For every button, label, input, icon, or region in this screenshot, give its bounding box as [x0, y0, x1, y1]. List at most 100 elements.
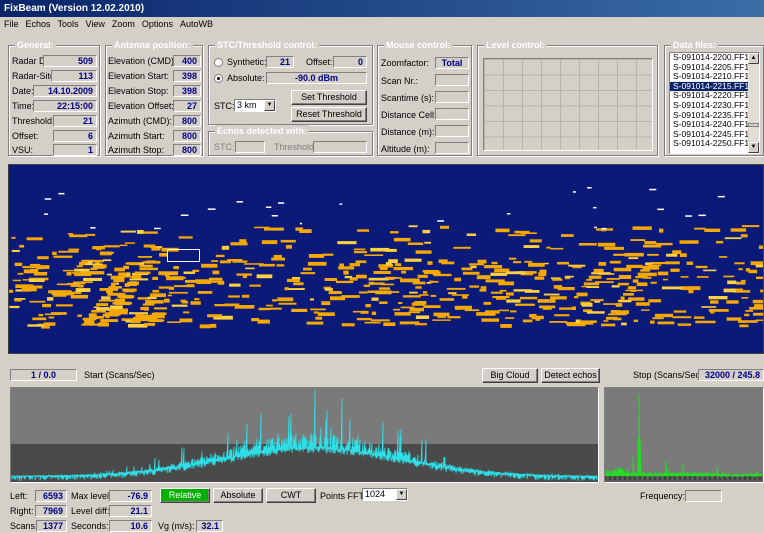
radar-echo	[107, 308, 114, 311]
offset-value: 6	[53, 130, 97, 142]
left-label: Left:	[10, 491, 28, 501]
radar-echo	[586, 286, 599, 288]
radar-echo	[633, 319, 639, 322]
radar-echo	[32, 317, 47, 321]
spectrum-axis	[605, 476, 763, 482]
signal-plot-canvas	[11, 390, 598, 482]
detect-echos-button[interactable]: Detect echos	[541, 368, 600, 383]
file-list-item-selected[interactable]: S-091014-2215.FF1	[670, 80, 750, 93]
absolute-button[interactable]: Absolute	[213, 488, 263, 503]
radar-echo	[106, 273, 112, 276]
radar-echo	[404, 258, 422, 262]
radar-echo	[608, 313, 627, 316]
file-list-item[interactable]: S-091014-2245.FF1	[673, 128, 750, 139]
radar-echo	[579, 321, 594, 325]
radar-echo	[67, 233, 74, 235]
radar-echo	[694, 227, 706, 230]
file-list-item[interactable]: S-091014-2220.FF1	[673, 90, 750, 101]
radar-echo-white	[44, 198, 52, 200]
radar-echo	[393, 237, 411, 242]
radar-echo	[121, 318, 135, 321]
signal-plot[interactable]	[10, 387, 599, 483]
radar-db-label: Radar DB:	[12, 56, 55, 66]
file-list-scrollbar[interactable]: ▲ ▼	[748, 53, 759, 153]
radar-echo	[21, 287, 37, 292]
level-grid[interactable]	[483, 58, 653, 151]
reset-threshold-button[interactable]: Reset Threshold	[291, 107, 367, 122]
file-list-item[interactable]: S-091014-2205.FF1	[673, 61, 750, 72]
scroll-thumb[interactable]	[748, 123, 759, 127]
echos-threshold-label: Threshold:	[274, 142, 317, 152]
radar-echo	[686, 261, 694, 265]
echos-stc-field[interactable]	[235, 141, 265, 153]
cwt-button[interactable]: CWT	[266, 488, 316, 503]
radar-site-value: 113	[51, 70, 97, 82]
stc-select[interactable]: 3 km ▼	[234, 99, 276, 112]
radar-echo	[617, 282, 629, 286]
menu-file[interactable]: File	[4, 19, 19, 29]
radar-echo	[661, 286, 682, 290]
radar-echo	[123, 290, 135, 293]
radar-echo	[124, 285, 130, 287]
menu-options[interactable]: Options	[141, 19, 173, 29]
radar-echo	[483, 301, 492, 305]
points-fft-select[interactable]: 1024 ▼	[362, 488, 408, 501]
file-list-item[interactable]: S-091014-2250.FF1	[673, 138, 750, 149]
echos-threshold-field[interactable]	[313, 141, 367, 153]
radar-echo	[321, 301, 331, 306]
radar-echo-white	[507, 213, 511, 215]
antenna-title: Antenna position:	[112, 39, 193, 51]
relative-button[interactable]: Relative	[160, 488, 210, 503]
scan-nr-field	[435, 74, 469, 86]
radar-echo-white	[587, 187, 592, 189]
radar-echo	[86, 259, 104, 263]
scans-value: 1377	[36, 520, 67, 532]
data-files-list[interactable]: S-091014-2200.FF1 S-091014-2205.FF1 S-09…	[669, 52, 760, 154]
radar-echo	[379, 301, 388, 304]
radar-echo	[578, 243, 597, 246]
radar-echo	[581, 285, 590, 288]
azimuth-start-value: 800	[173, 130, 201, 142]
menu-view[interactable]: View	[85, 19, 105, 29]
menu-autowb[interactable]: AutoWB	[179, 19, 213, 29]
radar-echo	[461, 267, 473, 271]
absolute-radio[interactable]	[214, 74, 223, 83]
radar-echo	[151, 247, 161, 251]
radar-echo	[695, 265, 708, 269]
radar-echo	[415, 250, 432, 254]
radar-echo	[103, 245, 120, 248]
radar-echo	[211, 260, 219, 262]
radar-echo	[308, 254, 325, 258]
radar-echo	[606, 278, 620, 280]
radar-echo	[258, 307, 271, 311]
menu-echos[interactable]: Echos	[25, 19, 51, 29]
radar-echo	[234, 305, 254, 309]
set-threshold-button[interactable]: Set Threshold	[291, 90, 367, 105]
scroll-down-icon[interactable]: ▼	[748, 142, 759, 153]
radar-echo	[539, 269, 547, 274]
radar-echo-canvas	[9, 187, 763, 329]
file-list-item[interactable]: S-091014-2210.FF1	[673, 71, 750, 82]
radar-echo	[665, 261, 680, 265]
file-list-item[interactable]: S-091014-2240.FF1	[673, 119, 750, 130]
radar-echo	[386, 291, 400, 293]
radar-echo	[30, 263, 41, 266]
selection-box[interactable]	[167, 249, 200, 262]
synthetic-radio[interactable]	[214, 58, 223, 67]
radar-echo	[239, 239, 247, 243]
file-list-item[interactable]: S-091014-2235.FF1	[673, 109, 750, 120]
radar-echo	[62, 269, 75, 272]
file-list-item[interactable]: S-091014-2230.FF1	[673, 99, 750, 110]
radar-echo	[338, 266, 355, 270]
radar-echo	[557, 287, 575, 291]
spectrum-plot[interactable]	[604, 387, 764, 483]
radar-echo	[710, 310, 715, 314]
radar-echo-display[interactable]	[8, 164, 764, 354]
menu-zoom[interactable]: Zoom	[111, 19, 135, 29]
file-list-item[interactable]: S-091014-2200.FF1	[673, 52, 750, 62]
radar-echo	[505, 271, 526, 275]
menu-tools[interactable]: Tools	[57, 19, 79, 29]
big-cloud-button[interactable]: Big Cloud	[482, 368, 538, 383]
scroll-up-icon[interactable]: ▲	[748, 53, 759, 64]
radar-echo	[253, 226, 270, 229]
